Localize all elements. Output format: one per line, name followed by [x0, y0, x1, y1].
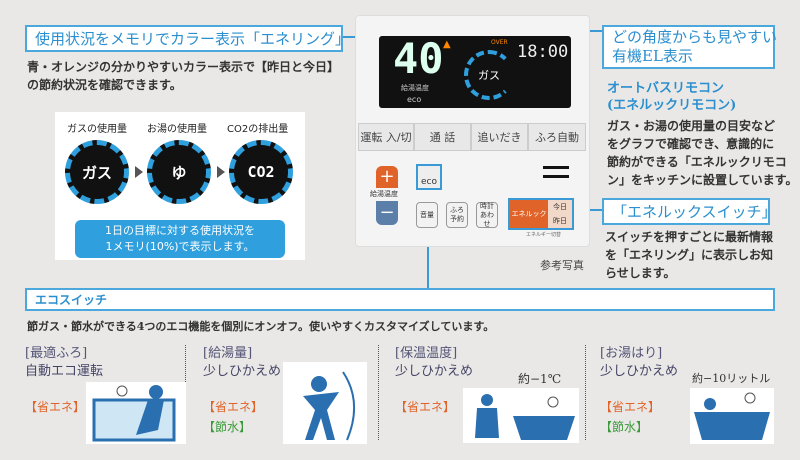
energy-tag: 【省エネ】 [25, 400, 86, 414]
power-button[interactable]: 運転 入/切 [358, 123, 414, 151]
eco-button[interactable]: eco [416, 164, 442, 190]
el-display: 40 ▲ 給湯温度 eco ガス OVER 18:00 [379, 36, 571, 108]
enelook-sub-label: エネルギー切替 [526, 232, 562, 238]
text-line: 有機EL表示 [612, 47, 693, 65]
enering-description: 青・オレンジの分かりやすいカラー表示で【昨日と今日】 の節約状況を確認できます。 [27, 58, 339, 94]
enelook-label: エネルック [511, 210, 547, 218]
product-subtitle: (エネルックリモコン) [607, 98, 737, 113]
text-line: 1日の目標に対する使用状況を [105, 224, 255, 237]
item-title: 少しひかえめ [395, 364, 474, 379]
text-line: 1メモリ(10%)で表示します。 [105, 240, 255, 253]
temp-label: 給湯温度 [401, 84, 429, 92]
divider [585, 345, 586, 440]
yesterday-label: 昨日 [553, 217, 567, 225]
temperature-readout: 40 [393, 34, 444, 83]
flame-icon: ▲ [443, 39, 451, 50]
button-label: 時計 [480, 201, 494, 210]
text-line: どの角度からも見やすい [612, 28, 778, 46]
enelook-switch-callout: 「エネルックスイッチ」 [602, 198, 777, 225]
water-usage-label: お湯の使用量 [147, 124, 207, 135]
eco-indicator: eco [407, 95, 422, 104]
text-line: 青・オレンジの分かりやすいカラー表示で【昨日と今日】 [27, 60, 340, 74]
water-tag: 【節水】 [600, 420, 649, 434]
item-title: 少しひかえめ [203, 364, 282, 379]
temp-button-label: 給湯温度 [370, 190, 398, 198]
item-title: 自動エコ運転 [25, 364, 104, 379]
item-title: 少しひかえめ [600, 364, 679, 379]
energy-tag: 【省エネ】 [395, 400, 456, 414]
remote-control: 40 ▲ 給湯温度 eco ガス OVER 18:00 運転 入/切 通 話 追… [355, 15, 590, 247]
gas-usage-label: ガスの使用量 [67, 124, 127, 135]
energy-tag: 【省エネ】 [600, 400, 661, 414]
eco-item-keep-warm: [保温温度] 少しひかえめ 【省エネ】 [395, 345, 473, 417]
enering-callout: 使用状況をメモリでカラー表示「エネリング」 [25, 25, 350, 52]
text-line: らせします。 [605, 266, 676, 280]
photo-caption: 参考写真 [540, 259, 584, 272]
keep-warm-illustration [463, 388, 579, 443]
temp-down-button[interactable]: − [376, 201, 398, 225]
clock-set-button[interactable]: 時計 あわせ [476, 202, 498, 228]
bath-illustration [86, 382, 186, 444]
text-line: をグラフで確認でき、意識的に [607, 137, 775, 151]
shower-illustration [283, 362, 367, 444]
text-line: 節約ができる「エネルックリモコ [607, 155, 787, 169]
temp-up-button[interactable]: + [376, 166, 398, 188]
co2-label: CO2の排出量 [227, 124, 289, 135]
divider [378, 345, 379, 440]
eco-description: 節ガス・節水ができる4つのエコ機能を個別にオンオフ。使いやすくカスタマイズしてい… [27, 320, 495, 333]
volume-note: 約−10リットル [692, 372, 771, 385]
text-line: ン」をキッチンに設置しています。 [607, 173, 798, 187]
product-heading: オートバスリモコン (エネルックリモコン) [607, 80, 736, 114]
item-category: [最適ふろ] [25, 346, 88, 361]
speaker-grille-icon [543, 166, 569, 178]
item-category: [保温温度] [395, 346, 458, 361]
bath-timer-button[interactable]: ふろ 予約 [446, 202, 468, 228]
auto-bath-button[interactable]: ふろ自動 [528, 123, 586, 151]
button-label: ふろ [450, 206, 464, 214]
switch-description: スイッチを押すごとに最新情報 を「エネリング」に表示しお知 らせします。 [605, 228, 773, 282]
button-label: あわせ [480, 210, 494, 228]
reheat-button[interactable]: 追いだき [471, 123, 528, 151]
eco-item-hot-water: [給湯量] 少しひかえめ 【省エネ】 【節水】 [203, 345, 281, 437]
today-label: 今日 [553, 203, 567, 211]
product-description: ガス・お湯の使用量の目安など をグラフで確認でき、意識的に 節約ができる「エネル… [607, 117, 797, 189]
temperature-note: 約−1℃ [518, 372, 562, 386]
enering-ring: ガス [464, 50, 514, 100]
enelook-switch[interactable]: エネルック 今日 昨日 [508, 198, 574, 230]
text-line: ガス・お湯の使用量の目安など [607, 119, 776, 133]
text-line: スイッチを押すごとに最新情報 [605, 230, 774, 244]
arrow-right-icon [217, 166, 225, 178]
intercom-button[interactable]: 通 話 [414, 123, 471, 151]
water-tag: 【節水】 [203, 420, 252, 434]
enering-infographic: ガスの使用量 お湯の使用量 CO2の排出量 ガス ゆ CO2 1日の目標に対する… [55, 112, 305, 260]
eco-item-bath: [最適ふろ] 自動エコ運転 【省エネ】 [25, 345, 103, 417]
info-bubble: 1日の目標に対する使用状況を 1メモリ(10%)で表示します。 [75, 220, 285, 258]
water-ring: ゆ [147, 140, 211, 204]
energy-tag: 【省エネ】 [203, 400, 264, 414]
el-display-callout: どの角度からも見やすい 有機EL表示 [602, 25, 778, 69]
arrow-right-icon [135, 166, 143, 178]
eco-item-bath-fill: [お湯はり] 少しひかえめ 【省エネ】 【節水】 [600, 345, 678, 437]
gas-ring: ガス [65, 140, 129, 204]
button-label: 予約 [450, 215, 464, 223]
button-label: 音量 [420, 210, 434, 219]
volume-button[interactable]: 音量 [416, 202, 438, 228]
bath-fill-illustration [690, 388, 774, 444]
item-category: [給湯量] [203, 346, 253, 361]
co2-ring: CO2 [229, 140, 293, 204]
eco-switch-bar: エコスイッチ [25, 288, 775, 311]
item-category: [お湯はり] [600, 346, 663, 361]
product-title: オートバスリモコン [607, 81, 725, 96]
over-indicator: OVER [491, 39, 508, 46]
text-line: を「エネリング」に表示しお知 [605, 248, 774, 262]
text-line: の節約状況を確認できます。 [27, 78, 182, 92]
clock-readout: 18:00 [517, 42, 569, 62]
